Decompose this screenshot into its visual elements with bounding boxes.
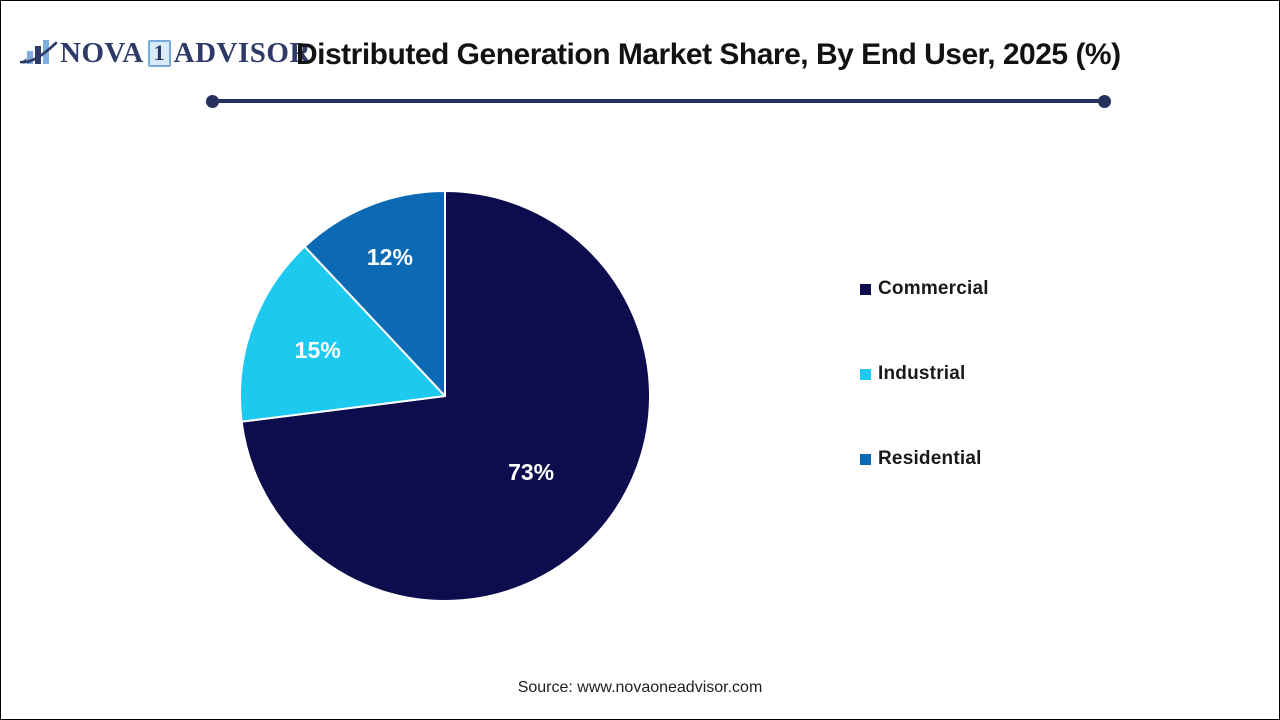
legend-swatch-icon [860, 283, 871, 295]
title-underline [213, 99, 1105, 103]
pie-slice-residential[interactable] [303, 190, 446, 397]
legend-swatch-icon [860, 453, 871, 465]
title-underline-left-dot [206, 95, 219, 108]
pie-slice-label-commercial: 73% [508, 459, 554, 485]
pie-chart: 73% 15% 12% [237, 188, 653, 604]
source-attribution: Source: www.novaoneadvisor.com [517, 679, 763, 696]
title-underline-right-dot [1098, 95, 1111, 108]
pie-slice-industrial[interactable] [239, 245, 446, 423]
page-title: Distributed Generation Market Share, By … [296, 38, 1121, 71]
brand-logo: NOVA 1 ADVISOR [20, 36, 311, 70]
logo-word-nova: NOVA [60, 36, 144, 69]
legend-label: Commercial [878, 278, 989, 299]
legend-label: Industrial [878, 363, 966, 384]
legend-item-residential[interactable]: Residential [860, 444, 989, 474]
pie-slice-label-industrial: 15% [295, 337, 341, 363]
bar-chart-swoosh-icon [20, 40, 58, 64]
logo-one-badge: 1 [147, 39, 171, 67]
legend-swatch-icon [860, 368, 871, 380]
pie-slice-label-residential: 12% [367, 244, 413, 270]
legend-item-commercial[interactable]: Commercial [860, 274, 989, 304]
chart-legend: Commercial Industrial Residential [860, 274, 989, 529]
legend-label: Residential [878, 448, 982, 469]
logo-word-advisor: ADVISOR [173, 36, 311, 69]
legend-item-industrial[interactable]: Industrial [860, 359, 989, 389]
